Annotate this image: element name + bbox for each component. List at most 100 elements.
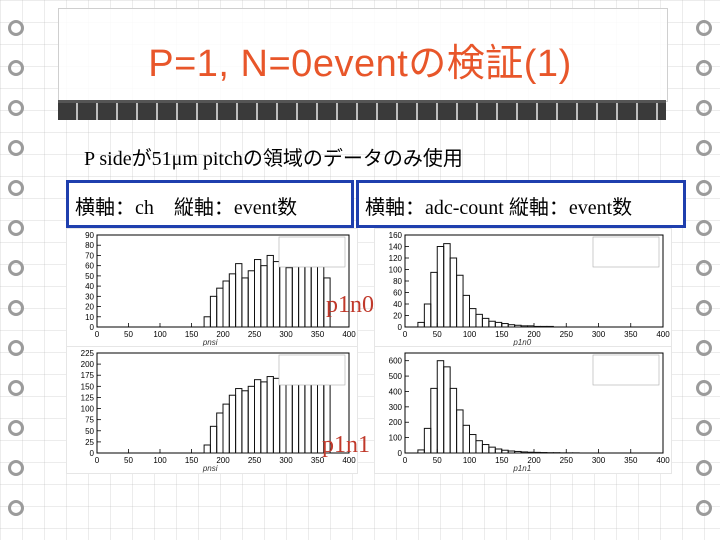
decorative-ring xyxy=(8,20,24,36)
y-tick-label: 225 xyxy=(81,349,95,358)
histogram-bottom-left: 0 25 50 75 100 125 150 175 200 225 0 50 100 150 200 250… xyxy=(66,346,358,474)
y-tick-label: 400 xyxy=(389,387,403,396)
plot-label-p1n1: p1n1 xyxy=(322,432,370,458)
y-tick-label: 70 xyxy=(85,251,94,260)
histogram-bin xyxy=(533,451,541,454)
stat-box xyxy=(592,354,660,386)
y-tick-label: 0 xyxy=(90,449,95,458)
title-underline xyxy=(58,100,666,120)
x-tick-label: 0 xyxy=(403,330,408,339)
x-tick-label: 100 xyxy=(463,456,477,465)
x-axis-label: pnsi xyxy=(202,338,218,347)
y-tick-label: 100 xyxy=(389,434,403,443)
y-tick-label: 100 xyxy=(389,266,403,275)
y-tick-label: 300 xyxy=(389,403,403,412)
y-tick-label: 40 xyxy=(393,300,402,309)
y-tick-label: 60 xyxy=(393,289,402,298)
slide-title: P=1, N=0eventの検証(1) xyxy=(148,43,572,85)
decorative-ring xyxy=(696,140,712,156)
y-tick-label: 50 xyxy=(85,427,94,436)
x-tick-label: 50 xyxy=(124,456,133,465)
decorative-ring xyxy=(696,500,712,516)
y-tick-label: 30 xyxy=(85,292,94,301)
y-tick-label: 40 xyxy=(85,282,94,291)
axis-description-box-right: 横軸：adc-count 縦軸：event数 xyxy=(356,180,686,228)
decorative-ring xyxy=(696,460,712,476)
x-tick-label: 100 xyxy=(153,330,167,339)
x-tick-label: 300 xyxy=(592,456,606,465)
x-tick-label: 100 xyxy=(463,330,477,339)
axis-description-box-left: 横軸：ch 縦軸：event数 xyxy=(66,180,354,228)
decorative-ring xyxy=(8,140,24,156)
decorative-ring xyxy=(696,220,712,236)
x-tick-label: 250 xyxy=(560,330,574,339)
x-tick-label: 150 xyxy=(185,456,199,465)
histogram-bin xyxy=(533,325,541,328)
x-tick-label: 250 xyxy=(560,456,574,465)
decorative-ring xyxy=(8,340,24,356)
x-axis-label: p1n0 xyxy=(512,338,531,347)
x-tick-label: 0 xyxy=(95,456,100,465)
x-tick-label: 400 xyxy=(342,330,356,339)
histogram-bin xyxy=(323,277,331,328)
stat-box xyxy=(592,236,660,268)
x-tick-label: 400 xyxy=(656,456,670,465)
x-tick-label: 150 xyxy=(495,330,509,339)
x-tick-label: 50 xyxy=(124,330,133,339)
y-tick-label: 175 xyxy=(81,371,95,380)
slide-note: P sideが51μm pitchの領域のデータのみ使用 xyxy=(84,148,463,170)
x-tick-label: 300 xyxy=(592,330,606,339)
y-tick-label: 200 xyxy=(389,418,403,427)
y-tick-label: 140 xyxy=(389,243,403,252)
decorative-ring xyxy=(696,60,712,76)
x-tick-label: 350 xyxy=(311,456,325,465)
y-tick-label: 90 xyxy=(85,231,94,240)
y-tick-label: 120 xyxy=(389,254,403,263)
x-tick-label: 300 xyxy=(279,330,293,339)
x-tick-label: 350 xyxy=(624,330,638,339)
y-tick-label: 0 xyxy=(398,449,403,458)
histogram-bottom-right: 0 100 200 300 400 500 600 0 50 100 150 200 250 300 350… xyxy=(374,346,672,474)
plot-label-p1n0: p1n0 xyxy=(326,292,374,318)
stat-box xyxy=(278,354,346,386)
x-tick-label: 200 xyxy=(527,330,541,339)
decorative-ring xyxy=(696,340,712,356)
x-tick-label: 400 xyxy=(656,330,670,339)
histogram-bin xyxy=(527,451,535,454)
histogram-bin xyxy=(539,325,548,328)
y-tick-label: 80 xyxy=(393,277,402,286)
y-tick-label: 0 xyxy=(90,323,95,332)
y-tick-label: 75 xyxy=(85,416,94,425)
decorative-ring xyxy=(696,180,712,196)
decorative-ring xyxy=(8,260,24,276)
x-tick-label: 50 xyxy=(433,456,442,465)
decorative-ring xyxy=(696,260,712,276)
y-tick-label: 50 xyxy=(85,272,94,281)
histogram-bottom-right-svg: 0 100 200 300 400 500 600 0 50 100 150 200 250 300 350… xyxy=(389,352,670,473)
x-tick-label: 250 xyxy=(248,456,262,465)
y-tick-label: 600 xyxy=(389,357,403,366)
decorative-ring xyxy=(8,180,24,196)
x-tick-label: 400 xyxy=(342,456,356,465)
decorative-ring xyxy=(8,220,24,236)
axis-description-right: 横軸：adc-count 縦軸：event数 xyxy=(365,197,633,219)
y-tick-label: 10 xyxy=(85,313,94,322)
x-tick-label: 150 xyxy=(185,330,199,339)
decorative-ring xyxy=(8,420,24,436)
histogram-bin xyxy=(546,325,554,328)
y-tick-label: 125 xyxy=(81,393,95,402)
x-tick-label: 50 xyxy=(433,330,442,339)
x-axis-label: pnsi xyxy=(202,464,218,473)
x-tick-label: 300 xyxy=(279,456,293,465)
decorative-ring xyxy=(8,60,24,76)
y-tick-label: 25 xyxy=(85,438,94,447)
x-tick-label: 200 xyxy=(216,330,230,339)
decorative-ring xyxy=(8,500,24,516)
x-tick-label: 0 xyxy=(403,456,408,465)
decorative-ring xyxy=(696,420,712,436)
y-tick-label: 0 xyxy=(398,323,403,332)
x-axis-label: p1n1 xyxy=(512,464,531,473)
axis-description-left: 横軸：ch 縦軸：event数 xyxy=(75,197,298,219)
y-tick-label: 20 xyxy=(393,312,402,321)
